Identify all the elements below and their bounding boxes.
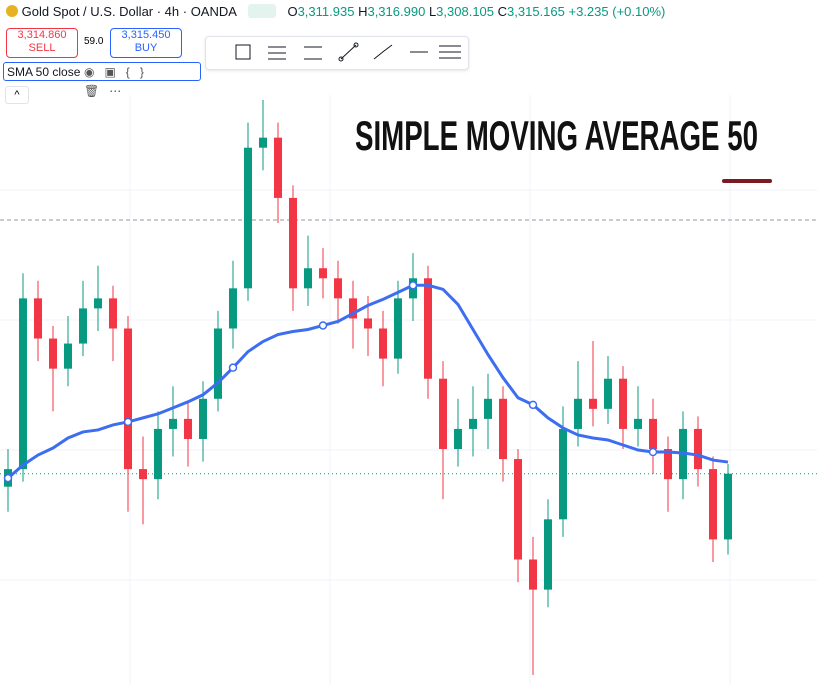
buy-button[interactable]: 3,315.450 BUY — [110, 28, 182, 58]
candle-body — [424, 278, 432, 379]
l-label: L — [428, 4, 437, 19]
candle-body — [184, 418, 192, 439]
candle-body — [319, 268, 327, 279]
candle-body — [349, 298, 357, 319]
candle-body — [499, 398, 507, 460]
candle-body — [334, 278, 342, 299]
candle-body — [619, 378, 627, 429]
sma-point — [123, 417, 133, 427]
candle-body — [19, 298, 27, 470]
c-label: C — [497, 4, 508, 19]
sma-point — [3, 473, 13, 483]
toolbar-icons[interactable] — [206, 37, 468, 69]
close-value: 3,315.165 — [507, 4, 565, 19]
symbol-name[interactable]: Gold Spot / U.S. Dollar · 4h · OANDA — [21, 4, 237, 19]
candle-body — [139, 469, 147, 480]
candle-body — [709, 469, 717, 540]
candle-body — [304, 268, 312, 289]
grid — [0, 95, 817, 685]
candle-body — [244, 147, 252, 289]
open-value: 3,311.935 — [297, 4, 355, 19]
candle-body — [394, 298, 402, 359]
candle-body — [514, 459, 522, 560]
candle-body — [124, 328, 132, 470]
change-value: +3.235 (+0.10%) — [568, 4, 666, 19]
candle-body — [544, 519, 552, 590]
sell-button[interactable]: 3,314.860 SELL — [6, 28, 78, 58]
candle-body — [229, 288, 237, 329]
candle-body — [589, 398, 597, 409]
symbol-header: Gold Spot / U.S. Dollar · 4h · OANDA O3,… — [6, 4, 665, 19]
buy-price: 3,315.450 — [121, 29, 171, 41]
low-value: 3,308.105 — [436, 4, 495, 19]
h-label: H — [358, 4, 368, 19]
candle-body — [379, 328, 387, 359]
candle-body — [634, 418, 642, 429]
candle-body — [694, 428, 702, 470]
indicator-legend[interactable]: SMA 50 close ◉▣{}🗑⋯ — [3, 62, 201, 98]
indicator-label: SMA 50 close — [7, 65, 81, 79]
candle-body — [724, 473, 732, 540]
sma-point — [228, 363, 238, 372]
candle-body — [289, 197, 297, 289]
symbol-icon — [6, 5, 18, 17]
candle-body — [259, 137, 267, 148]
o-label: O — [287, 4, 298, 19]
sell-label: SELL — [28, 42, 56, 54]
drawing-toolbar — [205, 36, 469, 70]
candle-body — [604, 378, 612, 409]
candle-body — [214, 328, 222, 399]
candle-body — [454, 428, 462, 450]
market-status[interactable] — [247, 4, 276, 18]
sma-point — [408, 281, 418, 290]
candle-body — [169, 418, 177, 429]
high-value: 3,316.990 — [367, 4, 426, 19]
sma-point — [528, 400, 538, 410]
candle-body — [649, 418, 657, 450]
candle-body — [49, 338, 57, 369]
collapse-button[interactable]: ^ — [5, 86, 29, 104]
candle-body — [559, 428, 567, 520]
buy-label: BUY — [134, 42, 158, 54]
candle-body — [199, 398, 207, 439]
candle-body — [469, 418, 477, 429]
sell-price: 3,314.860 — [17, 29, 67, 41]
sma-point — [318, 321, 328, 330]
candle-body — [484, 398, 492, 419]
candle-body — [574, 398, 582, 429]
price-chart: SIMPLE MOVING AVERAGE 50 — [0, 95, 817, 685]
spread: 59.0 — [84, 36, 104, 47]
candle-body — [79, 308, 87, 344]
candle-body — [94, 298, 102, 309]
candle-body — [274, 137, 282, 198]
sma-point — [648, 447, 658, 457]
candle-body — [529, 559, 537, 590]
indicator-icons[interactable]: ◉▣{}🗑⋯ — [84, 65, 154, 98]
candle-body — [154, 428, 162, 480]
candle-body — [364, 318, 372, 329]
candle-body — [439, 378, 447, 450]
annotation-title: SIMPLE MOVING AVERAGE 50 — [355, 112, 758, 159]
candle-body — [109, 298, 117, 329]
candle-body — [64, 343, 72, 369]
candle-body — [34, 298, 42, 339]
candle-body — [664, 449, 672, 480]
